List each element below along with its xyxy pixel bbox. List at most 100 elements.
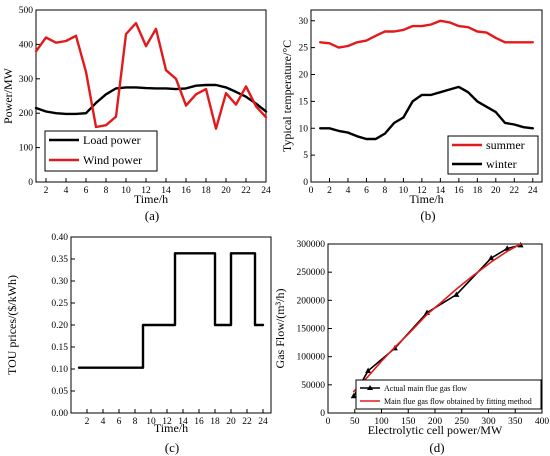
y-axis-title: Power/MW bbox=[1, 67, 15, 124]
x-tick-label: 20 bbox=[491, 186, 501, 196]
x-tick-label: 50 bbox=[350, 417, 360, 427]
x-tick-label: 10 bbox=[146, 417, 156, 427]
y-tick-label: 300000 bbox=[297, 240, 326, 250]
y-tick-label: 25 bbox=[299, 44, 309, 54]
legend-label: Wind power bbox=[83, 153, 142, 167]
legend: summer winter bbox=[447, 135, 539, 175]
legend-marker bbox=[367, 385, 373, 390]
x-tick-label: 22 bbox=[241, 186, 251, 196]
x-tick-label: 10 bbox=[121, 186, 131, 196]
x-axis-title: Electrolytic cell power/MW bbox=[368, 423, 503, 437]
panel-label: (a) bbox=[145, 208, 159, 223]
y-tick-label: 400 bbox=[19, 40, 34, 50]
series-line-1 bbox=[352, 244, 522, 397]
legend-label: winter bbox=[486, 157, 517, 171]
x-tick-label: 14 bbox=[436, 186, 446, 196]
x-tick-label: 8 bbox=[133, 417, 138, 427]
series-line-1 bbox=[34, 83, 268, 116]
x-tick-label: 4 bbox=[64, 186, 69, 196]
x-tick-label: 4 bbox=[101, 417, 106, 427]
plot-frame bbox=[35, 9, 267, 183]
y-axis-title: Gas Flow/(m³/h) bbox=[273, 289, 287, 369]
x-tick-label: 14 bbox=[178, 417, 188, 427]
x-axis-title: Time/h bbox=[409, 192, 443, 206]
legend: Actual main flue gas flow Main flue gas f… bbox=[355, 379, 542, 410]
x-tick-label: 300 bbox=[481, 417, 496, 427]
series-line-2 bbox=[34, 21, 268, 130]
y-tick-label: 300 bbox=[19, 75, 34, 85]
legend-box bbox=[355, 379, 542, 410]
y-tick-label: 500 bbox=[19, 6, 34, 16]
panel-label: (b) bbox=[420, 208, 435, 223]
panel-c-tou-price-chart: 2 4 6 8 10 12 14 16 18 20 22 240.000.050.100.150.20… bbox=[5, 233, 272, 455]
x-tick-label: 6 bbox=[364, 186, 369, 196]
x-tick-label: 4 bbox=[346, 186, 351, 196]
series-line-1 bbox=[319, 19, 534, 49]
x-tick-label: 10 bbox=[399, 186, 409, 196]
legend-label: Main flue gas flow obtained by fitting m… bbox=[384, 397, 532, 406]
y-axis-title: Typical temperature/°C bbox=[280, 40, 294, 152]
x-tick-label: 0 bbox=[309, 186, 314, 196]
y-tick-label: 0.35 bbox=[51, 255, 68, 265]
x-tick-label: 20 bbox=[226, 417, 236, 427]
x-tick-label: 24 bbox=[261, 186, 271, 196]
x-tick-label: 22 bbox=[510, 186, 520, 196]
x-tick-label: 250 bbox=[455, 417, 470, 427]
x-tick-label: 6 bbox=[84, 186, 89, 196]
legend: Load power Wind power bbox=[44, 130, 158, 172]
x-axis-title: Time/h bbox=[154, 421, 188, 435]
x-tick-label: 12 bbox=[417, 186, 427, 196]
x-tick-label: 6 bbox=[117, 417, 122, 427]
y-tick-label: 100000 bbox=[297, 353, 326, 363]
x-tick-label: 350 bbox=[508, 417, 523, 427]
y-tick-label: 0.25 bbox=[51, 299, 68, 309]
y-tick-label: 0.30 bbox=[51, 277, 68, 287]
x-tick-label: 8 bbox=[383, 186, 388, 196]
x-tick-label: 100 bbox=[374, 417, 389, 427]
y-tick-label: 0.20 bbox=[51, 321, 68, 331]
x-tick-label: 2 bbox=[327, 186, 332, 196]
y-tick-label: 20 bbox=[299, 71, 309, 81]
x-tick-label: 2 bbox=[85, 417, 90, 427]
y-tick-label: 30 bbox=[299, 17, 309, 27]
x-tick-label: 16 bbox=[454, 186, 464, 196]
y-tick-label: 100 bbox=[19, 144, 34, 154]
x-tick-label: 18 bbox=[201, 186, 211, 196]
x-tick-label: 8 bbox=[104, 186, 109, 196]
x-tick-label: 400 bbox=[535, 417, 550, 427]
legend-box bbox=[44, 130, 158, 172]
x-tick-label: 2 bbox=[44, 186, 49, 196]
y-tick-label: 0 bbox=[320, 409, 325, 419]
x-tick-label: 20 bbox=[221, 186, 231, 196]
data-point-marker bbox=[453, 291, 460, 297]
x-tick-label: 24 bbox=[528, 186, 538, 196]
panel-label: (d) bbox=[429, 440, 444, 455]
x-tick-label: 12 bbox=[162, 417, 172, 427]
series-line-2 bbox=[352, 243, 522, 393]
data-point-marker bbox=[488, 254, 495, 261]
data-point-marker bbox=[350, 392, 357, 399]
y-tick-label: 150000 bbox=[297, 325, 326, 335]
y-tick-label: 0.15 bbox=[51, 343, 68, 353]
x-tick-label: 18 bbox=[473, 186, 483, 196]
panel-label: (c) bbox=[165, 440, 179, 455]
x-tick-label: 24 bbox=[258, 417, 268, 427]
y-tick-label: 0.05 bbox=[51, 387, 68, 397]
x-tick-label: 16 bbox=[194, 417, 204, 427]
y-tick-label: 50000 bbox=[301, 381, 325, 391]
y-tick-label: 10 bbox=[299, 124, 309, 134]
data-point-marker bbox=[504, 245, 511, 251]
legend-label: Actual main flue gas flow bbox=[384, 384, 467, 393]
data-point-marker bbox=[365, 367, 372, 373]
x-tick-label: 200 bbox=[428, 417, 443, 427]
x-tick-label: 16 bbox=[181, 186, 191, 196]
x-tick-label: 0 bbox=[326, 417, 331, 427]
legend-box bbox=[447, 135, 539, 175]
legend-label: Load power bbox=[83, 133, 141, 147]
y-tick-label: 0.10 bbox=[51, 365, 68, 375]
panel-a-power-chart: 2 4 6 8 10 12 14 16 18 20 22 240100200300400500Time… bbox=[1, 6, 271, 223]
y-tick-label: 0 bbox=[28, 178, 33, 188]
x-tick-label: 14 bbox=[161, 186, 171, 196]
x-tick-label: 150 bbox=[401, 417, 416, 427]
